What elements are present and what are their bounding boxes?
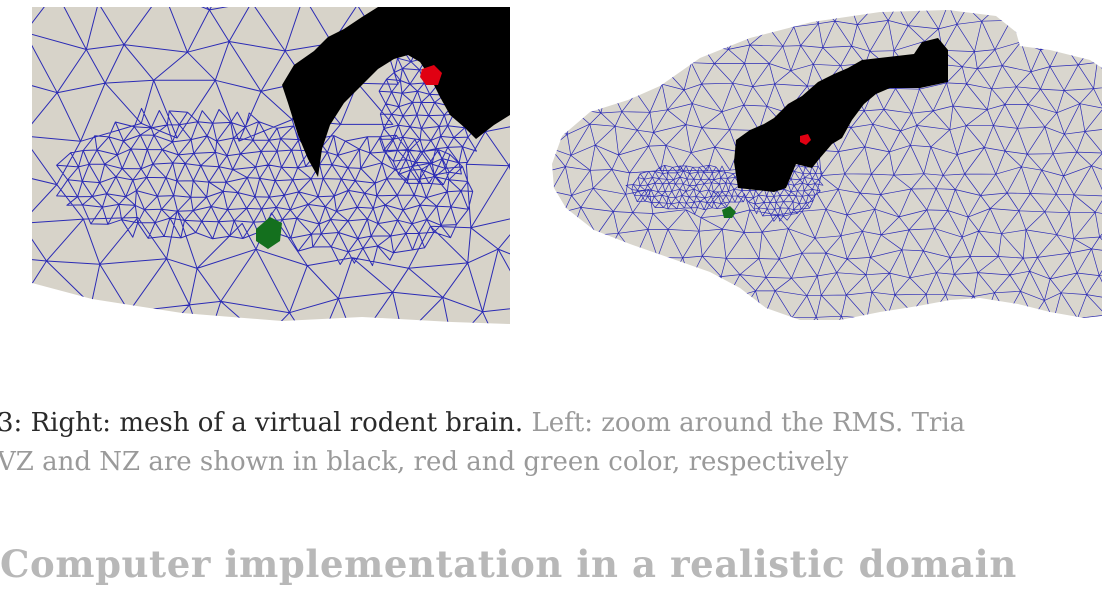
figure-right-brain-mesh — [550, 8, 1102, 324]
figure-left-zoom-mesh — [32, 7, 510, 324]
svz-region — [420, 65, 442, 85]
caption-line-1: 3: Right: mesh of a virtual rodent brain… — [0, 404, 1102, 443]
svz-region — [800, 134, 811, 145]
nz-region — [722, 206, 736, 218]
rms-region — [282, 7, 510, 177]
caption-line-1-rest: Left: zoom around the RMS. Tria — [523, 408, 966, 438]
rms-region — [734, 38, 948, 192]
zoom-mesh-canvas — [32, 7, 510, 324]
nz-region — [256, 217, 282, 249]
figure-caption: 3: Right: mesh of a virtual rodent brain… — [0, 404, 1102, 482]
brain-mesh-canvas — [552, 10, 1102, 320]
caption-line-2: VZ and NZ are shown in black, red and gr… — [0, 447, 849, 477]
caption-line-1-prefix: 3: Right: mesh of a virtual rodent brain… — [0, 408, 524, 438]
section-heading: Computer implementation in a realistic d… — [0, 542, 1017, 586]
